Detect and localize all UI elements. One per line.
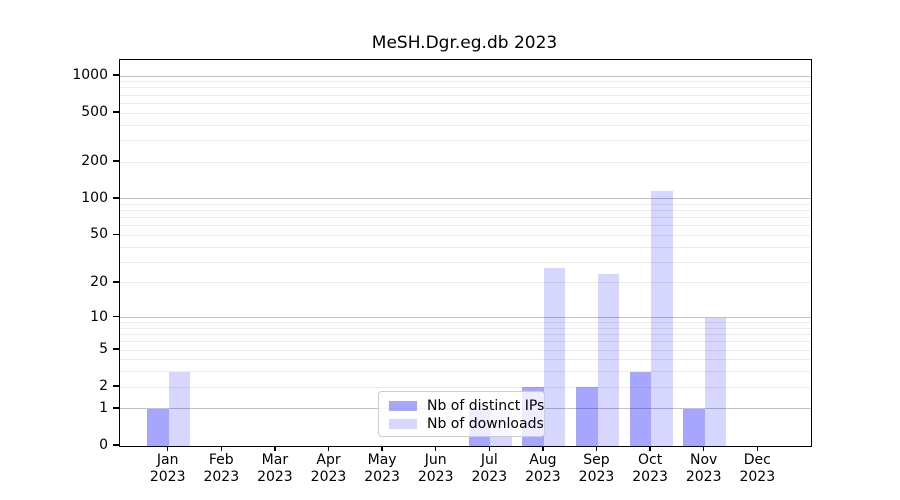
gridline-major <box>120 75 811 77</box>
x-tick-mark <box>434 446 437 451</box>
gridline-minor <box>120 81 811 83</box>
bar-downloads-Oct-2023 <box>651 191 673 446</box>
bar-distinct-ips-Sep-2023 <box>576 387 598 446</box>
x-tick-mark <box>220 446 223 451</box>
y-tick-mark <box>113 281 119 283</box>
x-tick-label: Sep 2023 <box>578 452 615 485</box>
x-tick-label: Aug 2023 <box>525 452 561 485</box>
gridline-minor <box>120 261 811 263</box>
y-tick-mark <box>113 407 119 409</box>
gridline-minor <box>120 322 811 324</box>
y-tick-mark <box>113 385 119 387</box>
plot-area <box>119 59 812 447</box>
gridline-minor <box>120 334 811 336</box>
legend-label-downloads: Nb of downloads <box>427 416 544 432</box>
y-tick-label: 0 <box>99 437 108 453</box>
gridline-minor <box>120 246 811 248</box>
bar-distinct-ips-Nov-2023 <box>683 408 705 446</box>
legend-entry-downloads: Nb of downloads <box>389 415 544 433</box>
legend-swatch-downloads <box>389 419 417 429</box>
y-tick-mark <box>113 111 119 113</box>
x-tick-label: Jul 2023 <box>471 452 508 485</box>
y-tick-label: 200 <box>81 153 108 169</box>
x-tick-label: Jan 2023 <box>149 452 186 485</box>
gridline-minor <box>120 234 811 236</box>
y-tick-label: 10 <box>90 308 108 325</box>
legend-label-distinct-ips: Nb of distinct IPs <box>427 398 545 414</box>
legend-swatch-distinct-ips <box>389 401 417 411</box>
x-tick-mark <box>274 446 276 451</box>
x-tick-mark <box>381 446 383 451</box>
gridline-minor <box>120 161 811 163</box>
chart-title: MeSH.Dgr.eg.db 2023 <box>371 33 558 53</box>
y-tick-label: 5 <box>99 341 108 358</box>
gridline-major <box>120 317 811 319</box>
bar-downloads-Sep-2023 <box>597 273 619 446</box>
y-tick-label: 100 <box>81 189 108 206</box>
y-tick-mark <box>113 315 119 318</box>
y-tick-label: 20 <box>90 273 108 290</box>
gridline-minor <box>120 210 811 212</box>
x-tick-label: Oct 2023 <box>632 452 668 485</box>
gridline-minor <box>120 371 811 373</box>
gridline-minor <box>120 359 811 361</box>
gridline-minor <box>120 112 811 114</box>
x-tick-mark <box>702 446 705 451</box>
y-tick-mark <box>113 444 119 446</box>
bar-downloads-Aug-2023 <box>543 267 566 446</box>
y-tick-label: 500 <box>81 104 108 121</box>
gridline-minor <box>120 282 811 284</box>
gridline-minor <box>120 203 811 205</box>
x-tick-mark <box>327 446 330 451</box>
gridline-minor <box>120 217 811 219</box>
gridline-minor <box>120 327 811 329</box>
gridline-minor <box>120 124 811 126</box>
x-tick-label: Mar 2023 <box>257 452 293 485</box>
y-tick-label: 1000 <box>72 67 108 84</box>
y-tick-mark <box>113 197 119 199</box>
y-tick-label: 1 <box>99 399 108 416</box>
x-tick-label: Jun 2023 <box>417 452 454 485</box>
bar-distinct-ips-Oct-2023 <box>629 371 652 446</box>
gridline-minor <box>120 225 811 227</box>
x-tick-label: Feb 2023 <box>203 452 240 485</box>
x-tick-label: Apr 2023 <box>310 452 347 485</box>
x-tick-mark <box>649 446 651 451</box>
legend: Nb of distinct IPs Nb of downloads <box>378 391 545 437</box>
bar-downloads-Jan-2023 <box>168 371 191 446</box>
y-tick-mark <box>113 160 119 162</box>
x-tick-mark <box>488 446 491 451</box>
x-tick-label: May 2023 <box>364 452 400 485</box>
x-tick-mark <box>756 446 759 451</box>
x-tick-mark <box>595 446 598 451</box>
gridline-minor <box>120 349 811 351</box>
gridline-major <box>120 198 811 200</box>
x-tick-label: Nov 2023 <box>685 452 722 485</box>
y-tick-mark <box>113 233 119 236</box>
x-tick-mark <box>542 446 544 451</box>
x-tick-mark <box>166 446 169 451</box>
gridline-minor <box>120 386 811 388</box>
gridline-minor <box>120 102 811 104</box>
gridline-minor <box>120 87 811 89</box>
y-tick-mark <box>113 74 119 76</box>
bar-downloads-Nov-2023 <box>704 317 727 446</box>
bar-distinct-ips-Jan-2023 <box>147 408 169 446</box>
gridline-minor <box>120 341 811 343</box>
y-tick-label: 2 <box>99 378 108 395</box>
y-tick-mark <box>113 348 119 350</box>
x-tick-label: Dec 2023 <box>739 452 776 485</box>
y-tick-label: 50 <box>90 226 108 243</box>
gridline-minor <box>120 139 811 141</box>
legend-entry-distinct-ips: Nb of distinct IPs <box>389 397 544 415</box>
gridline-minor <box>120 94 811 96</box>
